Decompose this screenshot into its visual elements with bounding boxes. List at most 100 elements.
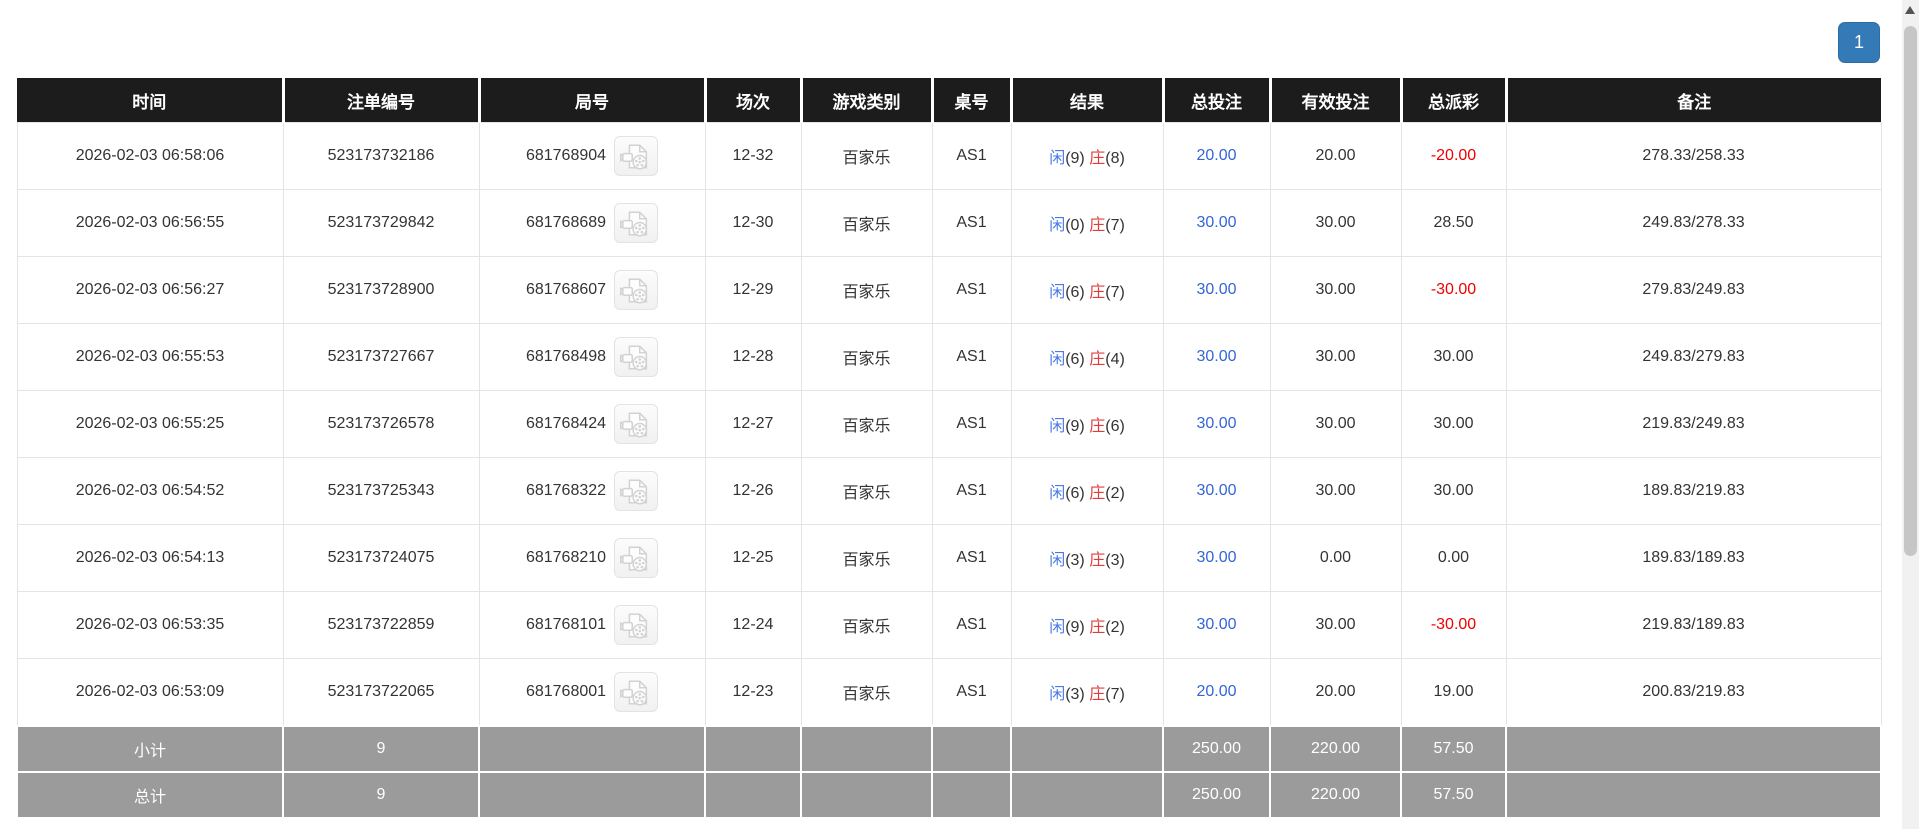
- col-header-bet-no: 注单编号: [281, 78, 479, 123]
- cell-bet-no: 523173727667: [282, 323, 480, 391]
- cell-table-no: AS1: [931, 189, 1012, 257]
- summary-empty-session: [704, 725, 802, 773]
- cell-valid-bet: 30.00: [1269, 591, 1402, 659]
- round-number: 681768689: [525, 214, 607, 231]
- round-number: 681768607: [525, 281, 607, 298]
- summary-payout: 57.50: [1400, 771, 1507, 819]
- cell-round-no: 681768689: [478, 189, 706, 257]
- result-banker-score: (4): [1105, 351, 1125, 368]
- result-player-score: (3): [1065, 552, 1085, 569]
- total-bet-link[interactable]: 20.00: [1196, 683, 1237, 700]
- video-file-icon: [620, 277, 648, 303]
- summary-row: 总计 9 250.00 220.00 57.50: [16, 771, 1882, 819]
- replay-video-button[interactable]: [614, 404, 659, 444]
- cell-bet-no: 523173732186: [282, 122, 480, 190]
- total-bet-link[interactable]: 30.00: [1196, 281, 1237, 298]
- payout-value: 0.00: [1437, 549, 1470, 566]
- result-player-label: 闲: [1049, 418, 1066, 435]
- payout-value: -30.00: [1430, 616, 1477, 633]
- cell-remark: 219.83/189.83: [1505, 591, 1882, 659]
- col-header-total-bet: 总投注: [1161, 78, 1270, 123]
- cell-session: 12-26: [704, 457, 802, 525]
- cell-valid-bet: 0.00: [1269, 524, 1402, 592]
- cell-payout: 30.00: [1400, 390, 1507, 458]
- col-header-result: 结果: [1009, 78, 1163, 123]
- col-header-session: 场次: [703, 78, 801, 123]
- cell-result: 闲(9) 庄(6): [1010, 390, 1164, 458]
- cell-remark: 189.83/219.83: [1505, 457, 1882, 525]
- col-header-game-type: 游戏类别: [799, 78, 932, 123]
- round-number: 681768498: [525, 348, 607, 365]
- replay-video-button[interactable]: [614, 605, 659, 645]
- total-bet-link[interactable]: 30.00: [1196, 549, 1237, 566]
- result-player-label: 闲: [1049, 351, 1066, 368]
- replay-video-button[interactable]: [614, 337, 659, 377]
- result-player-label: 闲: [1049, 686, 1066, 703]
- replay-video-button[interactable]: [614, 672, 659, 712]
- summary-empty-game-type: [800, 725, 933, 773]
- cell-table-no: AS1: [931, 390, 1012, 458]
- scrollbar-thumb[interactable]: [1904, 26, 1917, 556]
- cell-table-no: AS1: [931, 658, 1012, 727]
- replay-video-button[interactable]: [614, 538, 659, 578]
- cell-session: 12-27: [704, 390, 802, 458]
- cell-game-type: 百家乐: [800, 591, 933, 659]
- payout-value: 19.00: [1433, 683, 1474, 700]
- replay-video-button[interactable]: [614, 270, 659, 310]
- result-player-label: 闲: [1049, 284, 1066, 301]
- summary-empty-session: [704, 771, 802, 819]
- cell-session: 12-25: [704, 524, 802, 592]
- cell-game-type: 百家乐: [800, 658, 933, 727]
- cell-round-no: 681768904: [478, 122, 706, 190]
- result-banker-score: (2): [1105, 485, 1125, 502]
- result-banker-label: 庄: [1089, 686, 1106, 703]
- vertical-scrollbar[interactable]: [1902, 0, 1919, 829]
- result-banker-label: 庄: [1089, 418, 1106, 435]
- cell-session: 12-24: [704, 591, 802, 659]
- table-row: 2026-02-03 06:55:53 523173727667 6817684…: [16, 323, 1882, 391]
- video-file-icon: [620, 210, 648, 236]
- cell-table-no: AS1: [931, 122, 1012, 190]
- cell-result: 闲(6) 庄(4): [1010, 323, 1164, 391]
- result-banker-score: (6): [1105, 418, 1125, 435]
- total-bet-link[interactable]: 20.00: [1196, 147, 1237, 164]
- replay-video-button[interactable]: [614, 203, 659, 243]
- result-player-label: 闲: [1049, 619, 1066, 636]
- table-body: 2026-02-03 06:58:06 523173732186 6817689…: [16, 122, 1882, 727]
- bet-records-panel: 时间 注单编号 局号 场次 游戏类别 桌号 结果 总投注 有效投注 总派彩 备注…: [16, 78, 1882, 819]
- video-file-icon: [620, 545, 648, 571]
- summary-empty-round: [478, 771, 706, 819]
- cell-result: 闲(9) 庄(8): [1010, 122, 1164, 190]
- result-banker-score: (2): [1105, 619, 1125, 636]
- video-file-icon: [620, 143, 648, 169]
- cell-result: 闲(9) 庄(2): [1010, 591, 1164, 659]
- summary-empty-table-no: [931, 725, 1012, 773]
- cell-remark: 200.83/219.83: [1505, 658, 1882, 727]
- total-bet-link[interactable]: 30.00: [1196, 214, 1237, 231]
- video-file-icon: [620, 679, 648, 705]
- replay-video-button[interactable]: [614, 136, 659, 176]
- cell-valid-bet: 30.00: [1269, 390, 1402, 458]
- scrollbar-up-arrow-icon[interactable]: [1905, 6, 1915, 14]
- table-row: 2026-02-03 06:56:27 523173728900 6817686…: [16, 256, 1882, 324]
- cell-session: 12-32: [704, 122, 802, 190]
- page-1-button[interactable]: 1: [1838, 22, 1880, 63]
- result-player-label: 闲: [1049, 217, 1066, 234]
- cell-payout: 0.00: [1400, 524, 1507, 592]
- payout-value: 28.50: [1433, 214, 1474, 231]
- cell-bet-no: 523173725343: [282, 457, 480, 525]
- table-header-row: 时间 注单编号 局号 场次 游戏类别 桌号 结果 总投注 有效投注 总派彩 备注: [17, 78, 1881, 123]
- cell-time: 2026-02-03 06:55:25: [16, 390, 284, 458]
- result-player-score: (6): [1065, 351, 1085, 368]
- total-bet-link[interactable]: 30.00: [1196, 415, 1237, 432]
- summary-row: 小计 9 250.00 220.00 57.50: [16, 725, 1882, 773]
- result-banker-label: 庄: [1089, 284, 1106, 301]
- total-bet-link[interactable]: 30.00: [1196, 482, 1237, 499]
- cell-game-type: 百家乐: [800, 524, 933, 592]
- cell-remark: 219.83/249.83: [1505, 390, 1882, 458]
- total-bet-link[interactable]: 30.00: [1196, 616, 1237, 633]
- cell-valid-bet: 30.00: [1269, 189, 1402, 257]
- replay-video-button[interactable]: [614, 471, 659, 511]
- cell-session: 12-28: [704, 323, 802, 391]
- total-bet-link[interactable]: 30.00: [1196, 348, 1237, 365]
